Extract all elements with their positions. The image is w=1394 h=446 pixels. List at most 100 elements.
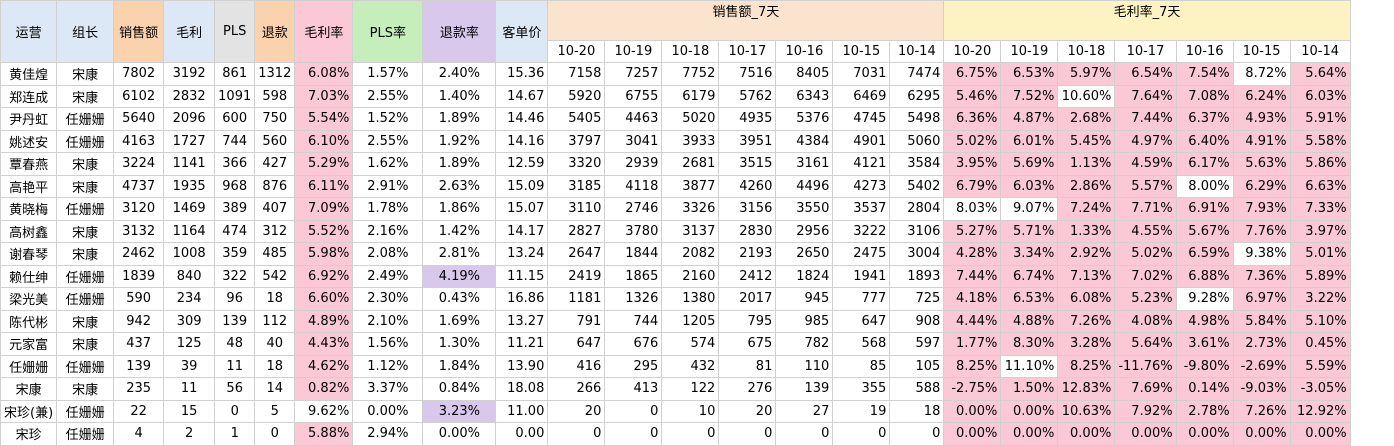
margin-7d-value: 7.33% <box>1289 197 1351 221</box>
sales-date-header: 10-14 <box>889 40 945 63</box>
sales-7d-value: 5376 <box>775 107 834 131</box>
sales-value: 139 <box>113 354 165 378</box>
margin-7d-value: 7.93% <box>1232 197 1291 221</box>
margin-7d-value: 12.92% <box>1289 399 1351 423</box>
margin-7d-value: 0.00% <box>1114 422 1177 446</box>
margin-7d-value: 5.64% <box>1289 62 1351 86</box>
margin-7d-value: 7.36% <box>1232 264 1291 288</box>
margin-7d-value: 6.03% <box>1000 174 1059 198</box>
sales-7d-value: 1941 <box>832 264 891 288</box>
margin-7d-value: 11.10% <box>1000 354 1059 378</box>
margin-7d-value: 9.07% <box>1000 197 1059 221</box>
sales-7d-value: 105 <box>889 354 945 378</box>
refund-rate-value: 1.42% <box>422 219 497 243</box>
margin-7d-value: 4.91% <box>1232 129 1291 153</box>
avg-order-value: 11.21 <box>495 332 549 356</box>
col-header-operator: 运营 <box>0 0 58 63</box>
margin-7d-value: 4.88% <box>1000 309 1059 333</box>
group-header-sales-7d: 销售额_7天 <box>547 0 945 41</box>
margin-7d-value: 5.91% <box>1289 107 1351 131</box>
margin-7d-value: 1.33% <box>1057 219 1116 243</box>
margin-7d-value: 7.54% <box>1175 62 1234 86</box>
leader-name: 任姗姗 <box>56 107 115 131</box>
margin-7d-value: 5.63% <box>1232 152 1291 176</box>
margin-7d-value: 9.38% <box>1232 242 1291 266</box>
table-row: 姚述安 任姗姗 4163 1727 744 560 6.10% 2.55% 1.92% 14.16… <box>0 129 1351 153</box>
margin-rate-value: 5.98% <box>294 242 354 266</box>
sales-7d-value: 3515 <box>718 152 777 176</box>
margin-7d-value: -2.69% <box>1232 354 1291 378</box>
profit-value: 2832 <box>163 84 216 108</box>
sales-7d-value: 122 <box>661 377 720 401</box>
refund-rate-value: 1.40% <box>422 84 497 108</box>
pls-rate-value: 1.56% <box>352 332 424 356</box>
margin-7d-value: 6.79% <box>943 174 1002 198</box>
profit-value: 1141 <box>163 152 216 176</box>
sales-7d-value: 7516 <box>718 62 777 86</box>
sales-date-header: 10-16 <box>775 40 834 63</box>
sales-date-header: 10-18 <box>661 40 720 63</box>
sales-7d-value: 744 <box>604 309 663 333</box>
refund-rate-value: 1.92% <box>422 129 497 153</box>
sales-value: 6102 <box>113 84 165 108</box>
sales-7d-value: 5405 <box>547 107 606 131</box>
sales-7d-value: 7257 <box>604 62 663 86</box>
sales-7d-value: 7158 <box>547 62 606 86</box>
pls-value: 366 <box>214 152 256 176</box>
margin-7d-value: 6.37% <box>1175 107 1234 131</box>
margin-7d-value: 7.71% <box>1114 197 1177 221</box>
margin-7d-value: -11.76% <box>1114 354 1177 378</box>
pls-value: 139 <box>214 309 256 333</box>
margin-7d-value: 7.26% <box>1057 309 1116 333</box>
margin-7d-value: 4.59% <box>1114 152 1177 176</box>
profit-value: 1008 <box>163 242 216 266</box>
sales-7d-value: 3797 <box>547 129 606 153</box>
margin-rate-value: 6.92% <box>294 264 354 288</box>
margin-7d-value: 3.34% <box>1000 242 1059 266</box>
leader-name: 宋康 <box>56 62 115 86</box>
sales-7d-value: 3004 <box>889 242 945 266</box>
pls-value: 0 <box>214 399 256 423</box>
margin-7d-value: 7.92% <box>1114 399 1177 423</box>
margin-7d-value: 8.03% <box>943 197 1002 221</box>
profit-value: 1469 <box>163 197 216 221</box>
operator-name: 宋康 <box>0 377 58 401</box>
leader-name: 任姗姗 <box>56 129 115 153</box>
margin-7d-value: 0.00% <box>1232 422 1291 446</box>
margin-7d-value: 6.59% <box>1175 242 1234 266</box>
margin-7d-value: 6.53% <box>1000 62 1059 86</box>
sales-7d-value: 676 <box>604 332 663 356</box>
operator-name: 姚述安 <box>0 129 58 153</box>
sales-value: 235 <box>113 377 165 401</box>
margin-date-header: 10-20 <box>943 40 1002 63</box>
col-header-margin-rate: 毛利率 <box>294 0 354 63</box>
sales-7d-value: 3537 <box>832 197 891 221</box>
margin-7d-value: 7.24% <box>1057 197 1116 221</box>
margin-7d-value: 6.75% <box>943 62 1002 86</box>
sales-7d-value: 5920 <box>547 84 606 108</box>
pls-rate-value: 1.12% <box>352 354 424 378</box>
margin-7d-value: 4.98% <box>1175 309 1234 333</box>
avg-order-value: 11.00 <box>495 399 549 423</box>
col-header-pls-rate: PLS率 <box>352 0 424 63</box>
sales-7d-value: 2827 <box>547 219 606 243</box>
sales-7d-value: 5762 <box>718 84 777 108</box>
table-row: 任姗姗 任姗姗 139 39 11 18 4.62% 1.12% 1.84% 13.90 416 29… <box>0 354 1351 378</box>
sales-7d-value: 647 <box>832 309 891 333</box>
sales-7d-value: 0 <box>718 422 777 446</box>
refund-value: 40 <box>254 332 296 356</box>
sales-7d-value: 139 <box>775 377 834 401</box>
sales-value: 437 <box>113 332 165 356</box>
margin-7d-value: -3.05% <box>1289 377 1351 401</box>
avg-order-value: 15.07 <box>495 197 549 221</box>
operator-name: 元家富 <box>0 332 58 356</box>
refund-value: 312 <box>254 219 296 243</box>
table-row: 黄晓梅 任姗姗 3120 1469 389 407 7.09% 1.78% 1.86% 15.07… <box>0 197 1351 221</box>
sales-7d-value: 3137 <box>661 219 720 243</box>
sales-7d-value: 295 <box>604 354 663 378</box>
table-row: 赖仕绅 任姗姗 1839 840 322 542 6.92% 2.49% 4.19% 11.15 2… <box>0 264 1351 288</box>
margin-date-header: 10-19 <box>1000 40 1059 63</box>
pls-rate-value: 1.52% <box>352 107 424 131</box>
sales-7d-value: 4745 <box>832 107 891 131</box>
sales-date-header: 10-19 <box>604 40 663 63</box>
